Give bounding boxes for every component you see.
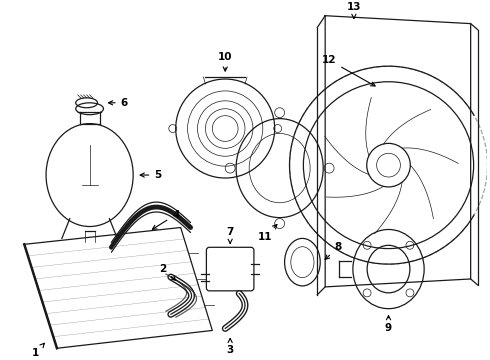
Text: 5: 5 bbox=[140, 170, 162, 180]
Text: 12: 12 bbox=[322, 55, 375, 86]
Text: 7: 7 bbox=[226, 228, 234, 243]
Text: 11: 11 bbox=[258, 225, 277, 242]
Text: 10: 10 bbox=[218, 52, 232, 71]
Text: 3: 3 bbox=[226, 338, 234, 355]
Text: 2: 2 bbox=[159, 264, 175, 280]
Text: 4: 4 bbox=[152, 210, 179, 229]
Text: 8: 8 bbox=[325, 242, 342, 260]
Text: 6: 6 bbox=[108, 98, 128, 108]
Text: 1: 1 bbox=[31, 343, 44, 358]
Text: 9: 9 bbox=[385, 316, 392, 333]
Text: 13: 13 bbox=[346, 2, 361, 18]
